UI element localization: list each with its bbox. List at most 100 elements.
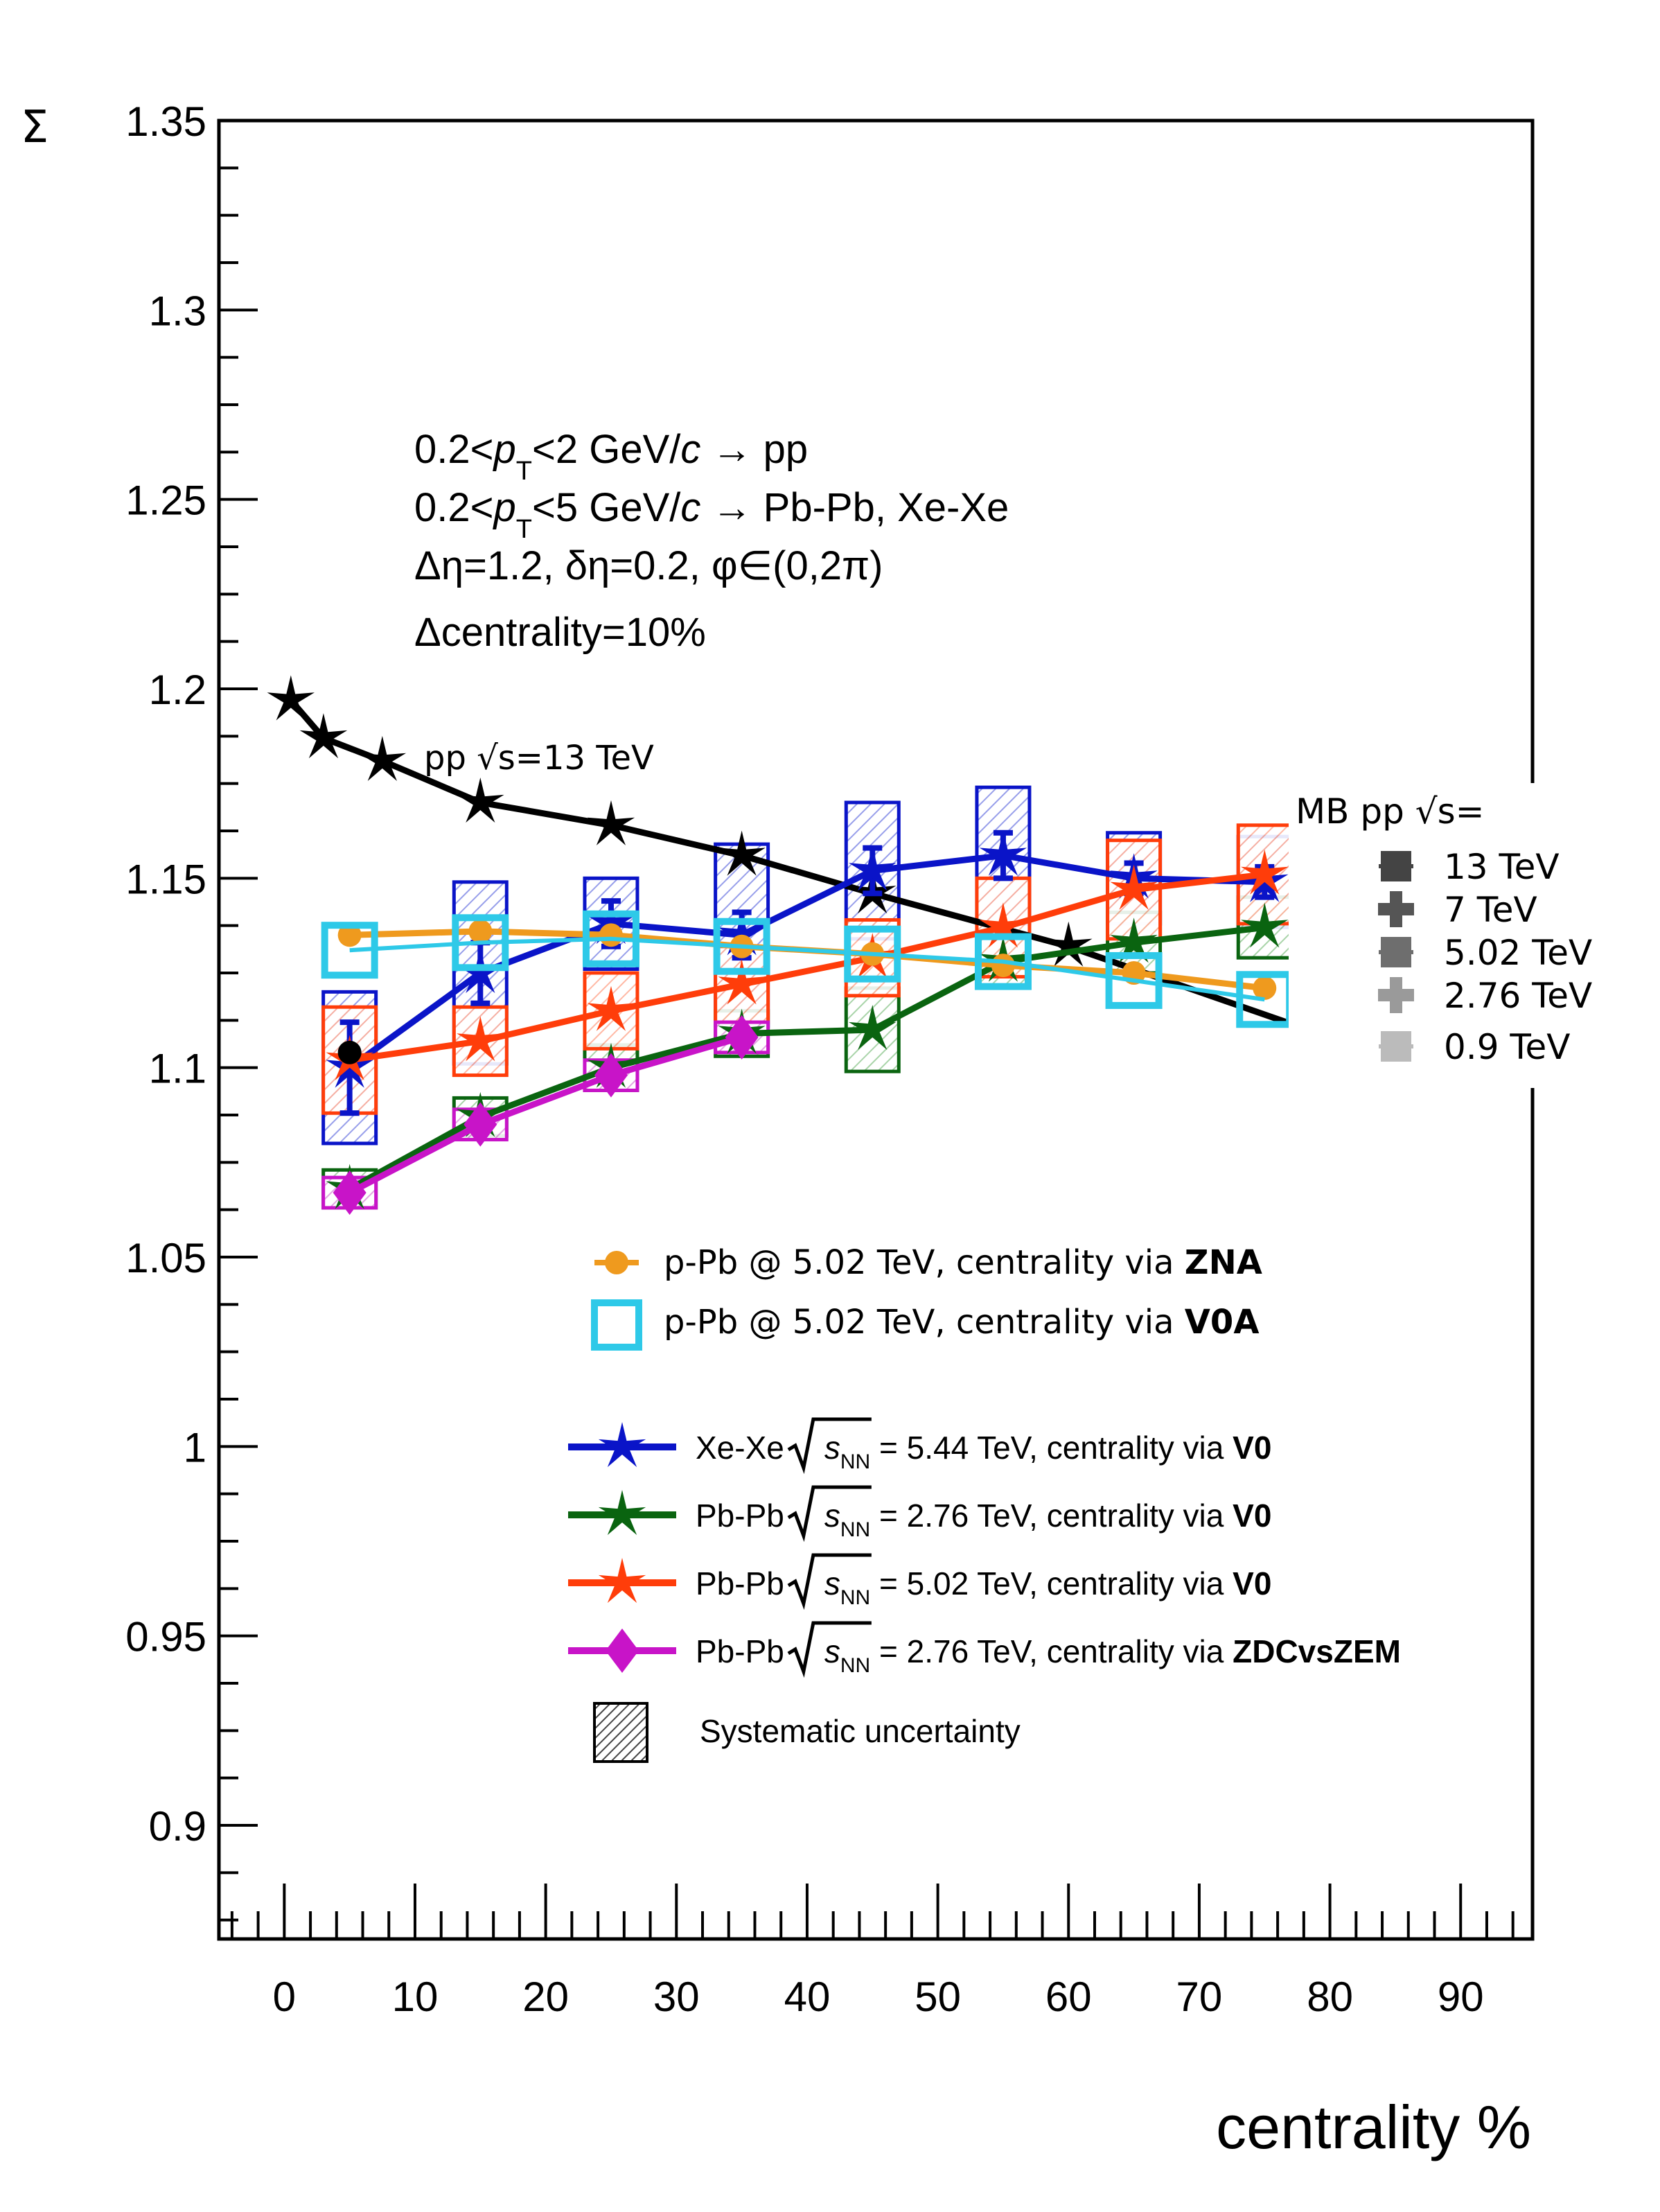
- series-line: [349, 871, 1265, 1064]
- legend-entry-systematic: Systematic uncertainty: [593, 1702, 1021, 1763]
- series-6: [333, 1015, 759, 1215]
- x-tick-label: 20: [522, 1974, 569, 2020]
- mb-pp-label: 5.02 TeV: [1444, 933, 1592, 973]
- legend-label-ppb-zna: p-Pb @ 5.02 TeV, centrality via ZNA: [664, 1243, 1262, 1282]
- data-point: [718, 830, 766, 876]
- y-tick-label: 1.25: [125, 477, 206, 524]
- data-point: [337, 923, 362, 947]
- data-point: [844, 925, 901, 983]
- y-tick-label: 1.05: [125, 1235, 206, 1281]
- x-tick-label: 0: [273, 1974, 296, 2020]
- data-point: [587, 800, 635, 845]
- data-point: [979, 830, 1027, 876]
- legend-label-ppb-v0a: p-Pb @ 5.02 TeV, centrality via V0A: [664, 1303, 1259, 1342]
- x-tick-label: 60: [1045, 1974, 1092, 2020]
- data-point: [463, 1102, 497, 1147]
- data-point: [849, 845, 897, 891]
- data-series: [267, 675, 1420, 1215]
- y-tick-label: 1.15: [125, 856, 206, 902]
- mb-pp-label: 7 TeV: [1444, 890, 1537, 930]
- systematic-boxes: [321, 785, 1293, 1210]
- y-axis-label: Σ: [21, 102, 48, 153]
- mb-pp-marker: [1381, 937, 1411, 967]
- data-point: [1110, 918, 1158, 963]
- data-point: [457, 778, 504, 823]
- data-point: [713, 918, 770, 975]
- sqrt-symbol: [787, 1621, 872, 1678]
- sqrt-symbol: [787, 1485, 872, 1543]
- data-point: [1110, 864, 1158, 910]
- data-point: [587, 985, 635, 1031]
- y-tick-label: 0.9: [149, 1803, 206, 1850]
- annotation-line-2: 0.2<pT<5 GeV/c → Pb-Pb, Xe-Xe: [414, 485, 1009, 544]
- legend-entry-xexe: Xe-Xe sNN = 5.44 TeV, centrality via V0: [568, 1417, 1271, 1475]
- main-legend: p-Pb @ 5.02 TeV, centrality via ZNA p-Pb…: [568, 1243, 1401, 1763]
- mb-pp-legend-background: [1289, 783, 1607, 1088]
- x-tick-label: 90: [1438, 1974, 1484, 2020]
- legend-heavy-ion-entries: Xe-Xe sNN = 5.44 TeV, centrality via V0 Pb…: [568, 1417, 1401, 1678]
- data-point: [1241, 902, 1289, 948]
- data-point: [974, 933, 1032, 990]
- mb-pp-label: 13 TeV: [1444, 847, 1560, 887]
- data-point: [594, 1053, 628, 1098]
- data-point: [1253, 976, 1277, 1000]
- y-tick-label: 1.3: [149, 288, 206, 334]
- mb-pp-title: MB pp √s=: [1296, 791, 1485, 832]
- mb-pp-marker: [1378, 977, 1414, 1013]
- data-point: [1105, 951, 1163, 1009]
- data-point: [718, 959, 766, 1005]
- data-point: [991, 954, 1015, 978]
- series-line: [348, 924, 1265, 1192]
- y-tick-label: 1.2: [149, 667, 206, 713]
- legend-label: Pb-Pb sNN = 2.76 TeV, centrality via V0: [696, 1498, 1271, 1541]
- y-tick-label: 1.1: [149, 1046, 206, 1092]
- data-point: [321, 922, 378, 979]
- x-tick-label: 10: [392, 1974, 439, 2020]
- data-point: [582, 910, 639, 967]
- legend-entry-pbpb502: Pb-Pb sNN = 5.02 TeV, centrality via V0: [568, 1553, 1271, 1610]
- annotation-line-4: Δcentrality=10%: [414, 610, 706, 655]
- data-point: [333, 1170, 367, 1215]
- legend-marker: [598, 1422, 646, 1468]
- mb-pp-marker: [1381, 851, 1411, 881]
- legend-label: Xe-Xe sNN = 5.44 TeV, centrality via V0: [696, 1430, 1271, 1473]
- x-axis-label: centrality %: [1216, 2093, 1531, 2161]
- legend-label-systematic: Systematic uncertainty: [700, 1713, 1021, 1749]
- data-point: [1045, 921, 1093, 967]
- x-tick-label: 80: [1307, 1974, 1353, 2020]
- pp-series-label: pp √s=13 TeV: [424, 739, 654, 778]
- data-point: [358, 735, 407, 781]
- legend-entry-ppb-v0a: p-Pb @ 5.02 TeV, centrality via V0A: [591, 1299, 1259, 1351]
- legend-marker-systematic: [593, 1702, 648, 1763]
- data-point: [337, 1040, 362, 1064]
- data-point: [452, 914, 509, 972]
- legend-marker: [598, 1558, 646, 1604]
- axes: 0.9 0.95 1 1.05 1.1 1.15 1.2 1.25 1.3 1.35 0 10 20 30…: [125, 98, 1535, 2020]
- mb-pp-marker: [1381, 1031, 1411, 1062]
- x-tick-label: 70: [1176, 1974, 1223, 2020]
- mb-pp-label: 0.9 TeV: [1444, 1027, 1570, 1067]
- data-point: [599, 923, 623, 947]
- data-point: [587, 898, 635, 945]
- y-tick-label: 0.95: [125, 1614, 206, 1660]
- data-point: [849, 1005, 897, 1051]
- mb-pp-label: 2.76 TeV: [1444, 976, 1592, 1016]
- legend-entry-pbpb276: Pb-Pb sNN = 2.76 TeV, centrality via V0: [568, 1485, 1271, 1543]
- x-tick-label: 40: [784, 1974, 831, 2020]
- data-point: [267, 675, 315, 721]
- data-point: [725, 1015, 759, 1060]
- data-point: [457, 1016, 504, 1062]
- mb-pp-marker-v: [1390, 977, 1402, 1013]
- legend-label: Pb-Pb sNN = 5.02 TeV, centrality via V0: [696, 1565, 1271, 1609]
- legend-entry-pbpbzdc: Pb-Pb sNN = 2.76 TeV, centrality via ZDCv…: [568, 1621, 1401, 1678]
- sqrt-symbol: [787, 1417, 872, 1475]
- y-tick-label: 1.35: [125, 98, 206, 145]
- mb-pp-marker-v: [1390, 891, 1402, 927]
- x-tick-label: 30: [653, 1974, 700, 2020]
- legend-entry-ppb-zna: p-Pb @ 5.02 TeV, centrality via ZNA: [594, 1243, 1262, 1282]
- legend-marker: [598, 1490, 646, 1536]
- data-point: [979, 902, 1027, 948]
- sqrt-symbol: [787, 1553, 872, 1610]
